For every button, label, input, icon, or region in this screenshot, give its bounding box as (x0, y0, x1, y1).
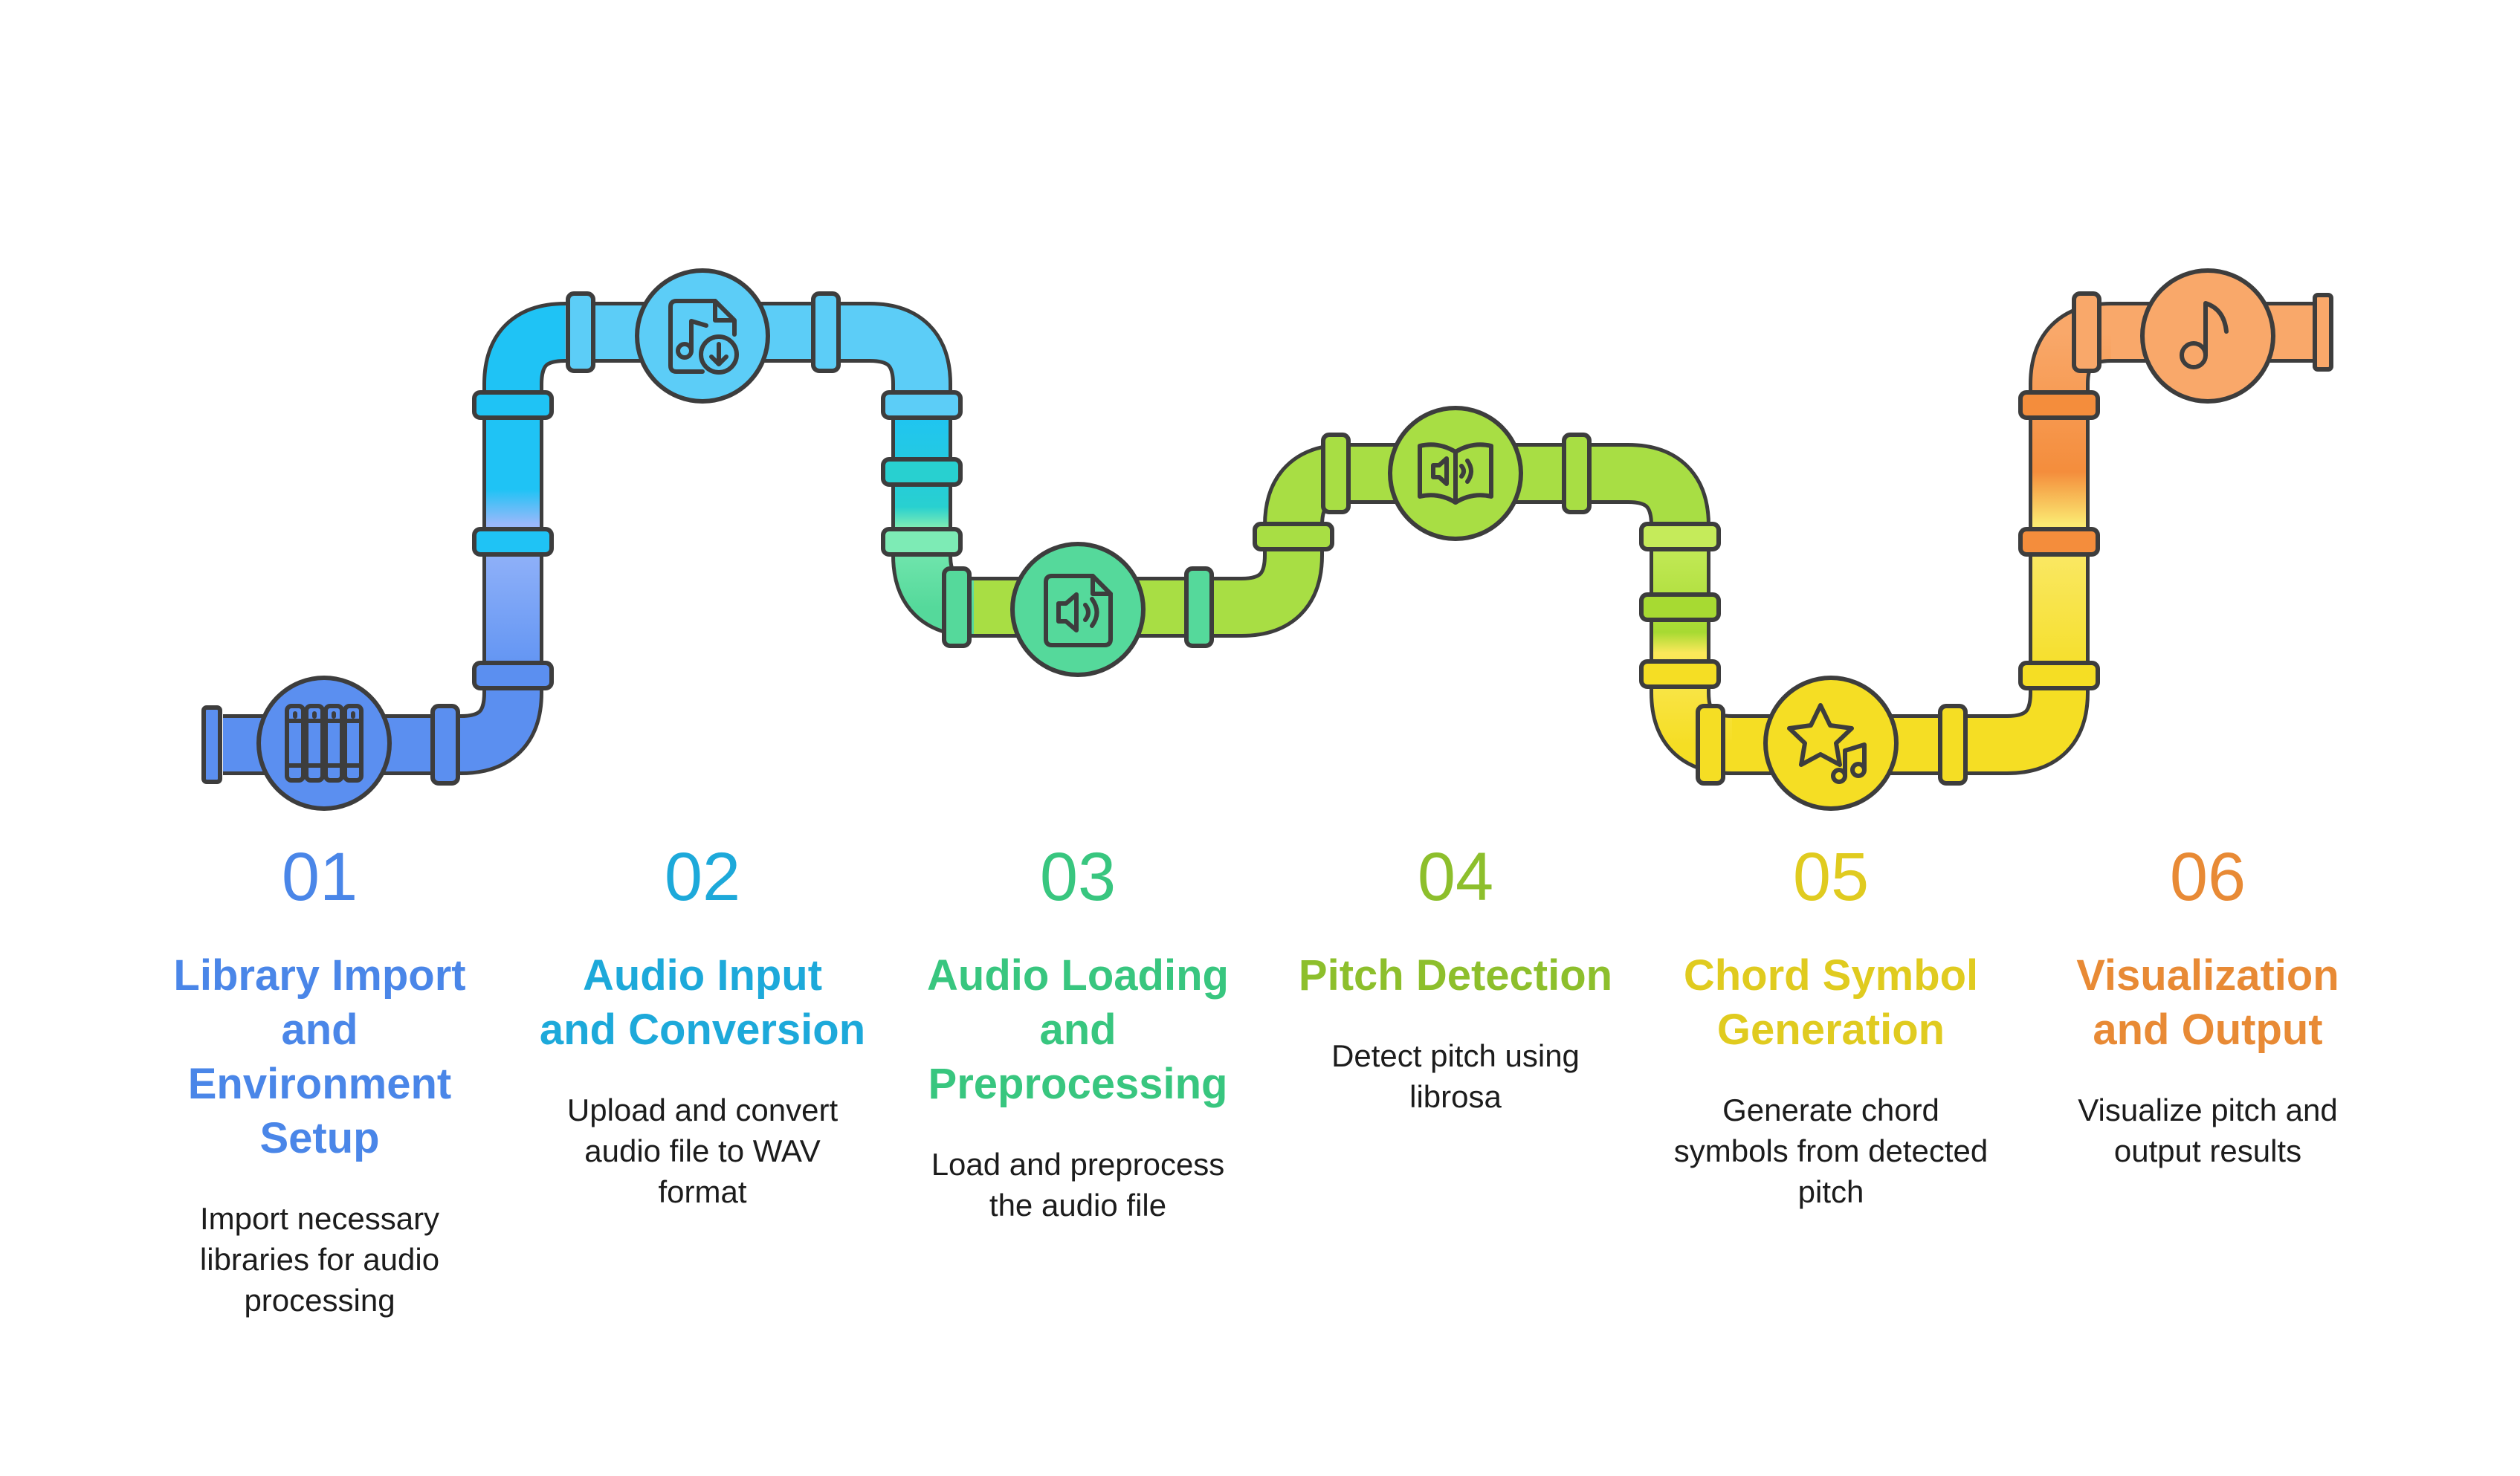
step-description: Detect pitch using librosa (1331, 1038, 1580, 1114)
star-music-icon (1787, 703, 1867, 784)
step-2-node (635, 268, 770, 404)
step-title: Pitch Detection (1298, 951, 1613, 1000)
step-number: 06 (2169, 839, 2246, 915)
step-number: 04 (1417, 839, 1494, 915)
music-file-download-icon (668, 299, 739, 375)
step-5-node (1763, 676, 1899, 811)
step-title: Chord Symbol Generation (1683, 951, 1979, 1054)
step-2: 02 Audio Input and Conversion Upload and… (539, 832, 866, 1212)
library-books-icon (285, 704, 364, 783)
step-title: Library Import and Environment Setup (173, 951, 466, 1162)
step-description: Import necessary libraries for audio pro… (199, 1201, 440, 1318)
step-title: Audio Loading and Preprocessing (927, 951, 1229, 1108)
step-title: Audio Input and Conversion (539, 951, 866, 1054)
step-title: Visualization and Output (2076, 951, 2339, 1054)
audio-file-icon (1044, 574, 1113, 647)
step-number: 01 (281, 839, 358, 915)
step-number: 02 (664, 839, 741, 915)
step-4: 04 Pitch Detection Detect pitch using li… (1292, 832, 1619, 1117)
step-number: 05 (1792, 839, 1870, 915)
step-3: 03 Audio Loading and Preprocessing Load … (914, 832, 1241, 1226)
step-number: 03 (1039, 839, 1117, 915)
music-note-icon (2180, 301, 2229, 369)
audio-book-icon (1418, 442, 1493, 505)
step-description: Load and preprocess the audio file (931, 1147, 1225, 1223)
step-1: 01 Library Import and Environment Setup … (156, 832, 483, 1321)
step-description: Visualize pitch and output results (2078, 1093, 2338, 1168)
step-5: 05 Chord Symbol Generation Generate chor… (1667, 832, 1994, 1212)
step-description: Generate chord symbols from detected pit… (1673, 1093, 1988, 1209)
step-description: Upload and convert audio file to WAV for… (566, 1093, 839, 1209)
step-6: 06 Visualization and Output Visualize pi… (2044, 832, 2371, 1171)
